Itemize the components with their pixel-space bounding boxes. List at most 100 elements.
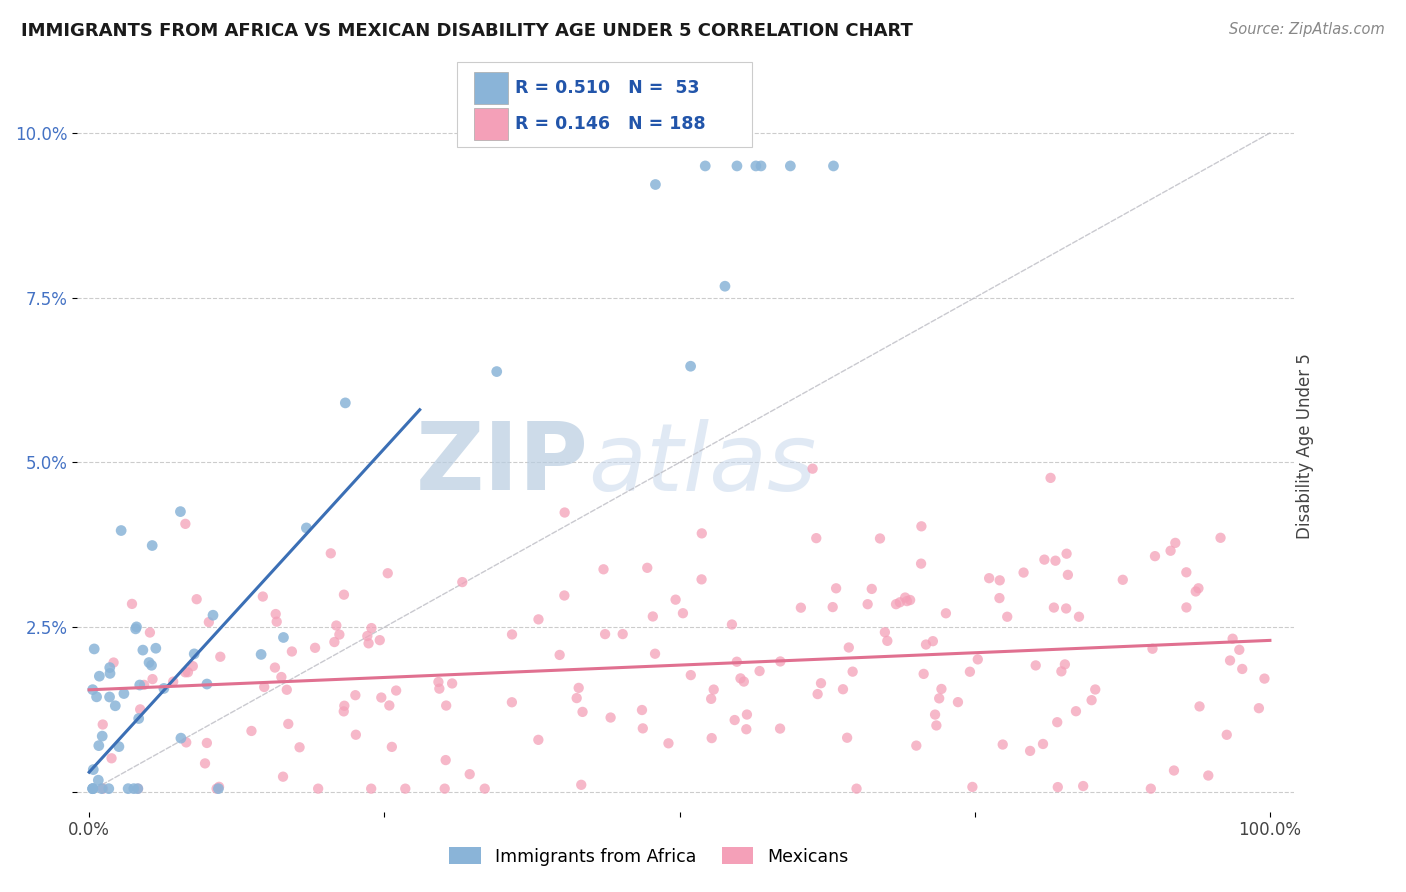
- Point: [368, 633, 391, 648]
- Point: [553, 589, 575, 603]
- Point: [458, 767, 481, 781]
- Point: [845, 781, 868, 796]
- Point: [1188, 699, 1211, 714]
- Point: [207, 781, 229, 796]
- Point: [141, 672, 163, 686]
- Point: [485, 365, 508, 379]
- Point: [129, 702, 152, 716]
- Point: [1164, 536, 1187, 550]
- Point: [205, 781, 228, 796]
- Point: [97, 781, 120, 796]
- Point: [100, 751, 122, 765]
- Point: [1056, 547, 1078, 561]
- Point: [925, 718, 948, 732]
- Point: [1046, 780, 1069, 794]
- Point: [307, 781, 329, 796]
- Point: [672, 606, 695, 620]
- Point: [98, 660, 121, 674]
- Point: [87, 739, 110, 753]
- Legend: Immigrants from Africa, Mexicans: Immigrants from Africa, Mexicans: [443, 840, 855, 872]
- Point: [132, 678, 155, 692]
- Point: [592, 562, 614, 576]
- Point: [98, 666, 121, 681]
- Point: [1187, 582, 1209, 596]
- Text: R = 0.510   N =  53: R = 0.510 N = 53: [515, 79, 699, 97]
- Point: [869, 532, 891, 546]
- Point: [912, 666, 935, 681]
- Point: [276, 682, 298, 697]
- Point: [344, 728, 367, 742]
- Point: [434, 698, 457, 713]
- Point: [89, 669, 111, 683]
- Point: [700, 731, 723, 745]
- Point: [86, 690, 108, 704]
- Point: [1232, 662, 1254, 676]
- Point: [1032, 737, 1054, 751]
- Point: [323, 635, 346, 649]
- Point: [240, 723, 263, 738]
- Point: [1057, 567, 1080, 582]
- Point: [264, 607, 287, 621]
- Point: [82, 781, 104, 796]
- Point: [991, 738, 1014, 752]
- Point: [1033, 552, 1056, 566]
- Point: [838, 640, 860, 655]
- Point: [935, 607, 957, 621]
- Point: [1143, 549, 1166, 563]
- Point: [527, 732, 550, 747]
- Point: [571, 705, 593, 719]
- Point: [548, 648, 571, 662]
- Point: [295, 521, 318, 535]
- Point: [501, 627, 523, 641]
- Point: [644, 178, 666, 192]
- Point: [121, 597, 143, 611]
- Point: [139, 625, 162, 640]
- Point: [832, 682, 855, 697]
- Point: [1209, 531, 1232, 545]
- Point: [749, 159, 772, 173]
- Point: [679, 359, 702, 374]
- Point: [1050, 665, 1073, 679]
- Point: [873, 625, 896, 640]
- Point: [201, 608, 224, 623]
- Point: [841, 665, 863, 679]
- Point: [1071, 779, 1094, 793]
- Point: [281, 644, 304, 658]
- Point: [117, 781, 139, 796]
- Point: [141, 658, 163, 673]
- Point: [823, 159, 845, 173]
- Point: [599, 710, 621, 724]
- Point: [700, 691, 723, 706]
- Point: [128, 712, 150, 726]
- Point: [360, 621, 382, 635]
- Point: [125, 620, 148, 634]
- Point: [141, 539, 163, 553]
- Point: [98, 690, 121, 704]
- Text: R = 0.146   N = 188: R = 0.146 N = 188: [515, 115, 706, 133]
- Point: [631, 703, 654, 717]
- Point: [132, 643, 155, 657]
- Point: [988, 591, 1011, 605]
- Point: [1084, 682, 1107, 697]
- Point: [174, 516, 197, 531]
- Point: [979, 571, 1001, 585]
- Point: [876, 633, 898, 648]
- Point: [385, 683, 408, 698]
- Point: [1140, 781, 1163, 796]
- Point: [127, 781, 149, 796]
- Point: [1160, 543, 1182, 558]
- Y-axis label: Disability Age Under 5: Disability Age Under 5: [1296, 353, 1313, 539]
- Point: [194, 756, 217, 771]
- Point: [690, 526, 713, 541]
- Point: [821, 600, 844, 615]
- Point: [884, 597, 907, 611]
- Point: [725, 655, 748, 669]
- Point: [441, 676, 464, 690]
- Point: [83, 642, 105, 657]
- Point: [931, 681, 953, 696]
- Point: [270, 670, 292, 684]
- Point: [1175, 600, 1198, 615]
- Point: [748, 664, 770, 678]
- Point: [250, 648, 273, 662]
- Point: [195, 736, 218, 750]
